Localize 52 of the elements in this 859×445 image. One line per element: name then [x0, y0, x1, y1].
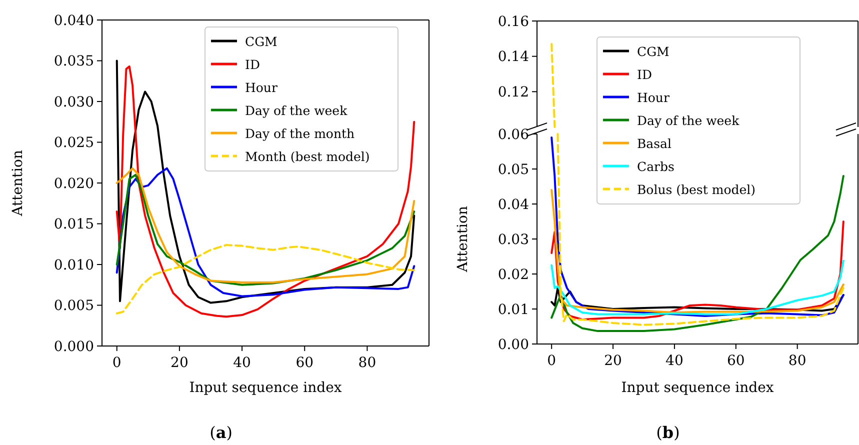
legend-label: Hour: [637, 90, 670, 105]
y-tick-label: 0.01: [498, 302, 529, 318]
y-tick-label: 0.000: [54, 338, 94, 355]
y-tick-label: 0.05: [498, 162, 529, 178]
legend-label: Carbs: [637, 159, 674, 174]
y-tick-label: 0.03: [498, 232, 529, 248]
y-tick-label: 0.04: [498, 196, 530, 213]
y-tick-label: 0.015: [54, 216, 94, 233]
x-axis-title: Input sequence index: [621, 380, 774, 396]
y-axis-title: Attention: [10, 150, 26, 217]
x-tick-label: 0: [547, 353, 556, 369]
x-tick-label: 0: [112, 355, 122, 371]
text: (b): [656, 423, 680, 442]
x-tick-label: 40: [233, 355, 251, 371]
line-series: [550, 175, 844, 332]
x-tick-label: 20: [170, 355, 188, 371]
y-tick-label: 0.020: [54, 176, 94, 192]
x-tick-label: 60: [296, 355, 314, 371]
y-tick-label: 0.14: [498, 49, 530, 66]
legend-label: Hour: [245, 80, 278, 95]
legend-label: CGM: [245, 34, 278, 49]
y-tick-label: 0.02: [498, 266, 529, 283]
y-tick-label: 0.005: [54, 298, 94, 314]
x-axis-title: Input sequence index: [189, 380, 342, 396]
y-tick-label: 0.12: [498, 84, 529, 101]
x-tick-label: 20: [604, 353, 622, 369]
y-tick-label: 0.00: [498, 336, 529, 353]
line-series: [550, 260, 844, 316]
x-tick-label: 60: [726, 353, 745, 369]
y-tick-label: 0.06: [498, 126, 530, 143]
y-axis-title: Attention: [455, 206, 471, 273]
text: (a): [210, 423, 232, 442]
y-tick-label: 0.16: [498, 14, 530, 30]
legend-label: Day of the month: [245, 126, 355, 141]
line-series: [550, 220, 844, 320]
legend-label: Day of the week: [637, 113, 740, 128]
legend-label: Month (best model): [245, 149, 370, 164]
legend-label: Day of the week: [245, 103, 348, 118]
y-tick-label: 0.035: [54, 54, 94, 70]
legend-label: ID: [637, 67, 652, 82]
legend-label: Bolus (best model): [637, 182, 756, 197]
y-tick-label: 0.025: [54, 135, 94, 152]
legend-label: ID: [245, 57, 260, 72]
legend-label: CGM: [637, 44, 670, 59]
line-series: [116, 244, 416, 314]
x-tick-label: 80: [788, 353, 806, 369]
y-tick-label: 0.010: [54, 257, 94, 274]
x-tick-label: 80: [358, 355, 376, 371]
x-tick-label: 40: [666, 353, 684, 369]
legend-label: Basal: [637, 136, 672, 151]
y-tick-label: 0.030: [54, 94, 94, 110]
y-tick-label: 0.040: [54, 12, 94, 29]
